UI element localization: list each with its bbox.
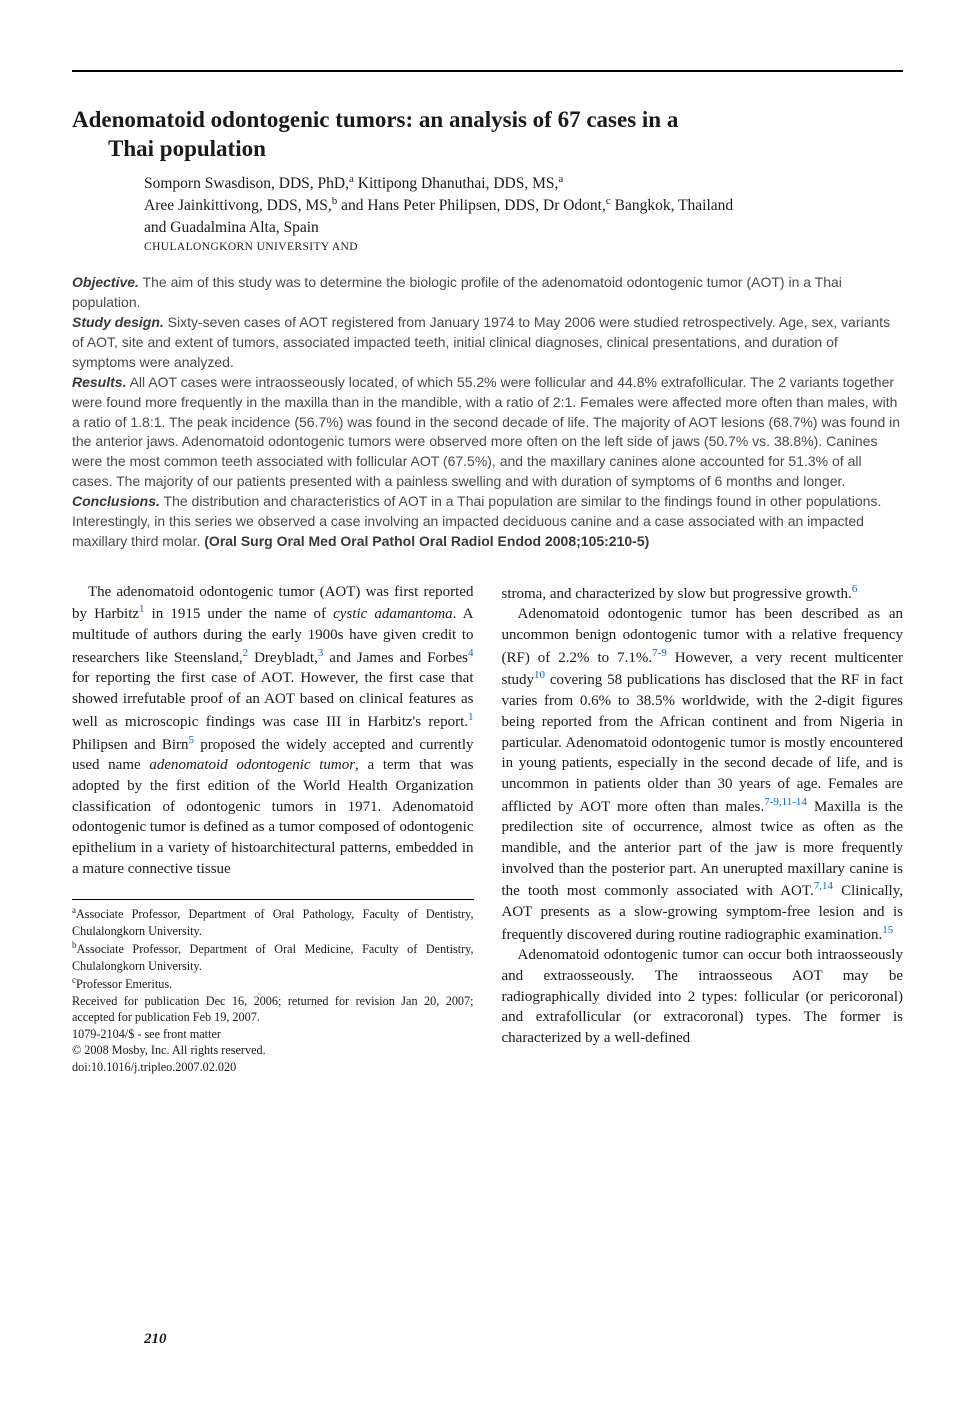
p2-c: covering 58 publications has disclosed t…: [502, 672, 904, 814]
abstract-block: Objective. The aim of this study was to …: [72, 273, 903, 551]
objective-label: Objective.: [72, 274, 139, 290]
results-label: Results.: [72, 374, 126, 390]
design-text: Sixty-seven cases of AOT registered from…: [72, 314, 890, 370]
article-title: Adenomatoid odontogenic tumors: an analy…: [72, 106, 903, 164]
author-4: and Hans Peter Philipsen, DDS, Dr Odont,: [337, 197, 606, 214]
footnotes-block: aAssociate Professor, Department of Oral…: [72, 899, 474, 1075]
p1-g: Philipsen and Birn: [72, 737, 189, 753]
p1-b: in 1915 under the name of: [145, 606, 334, 622]
ref-link-7[interactable]: 6: [852, 583, 858, 595]
para-1: The adenomatoid odontogenic tumor (AOT) …: [72, 582, 474, 880]
footnote-received: Received for publication Dec 16, 2006; r…: [72, 993, 474, 1026]
fn-text-c: Professor Emeritus.: [76, 977, 172, 991]
para-1-cont: stroma, and characterized by slow but pr…: [502, 582, 904, 605]
abstract-objective: Objective. The aim of this study was to …: [72, 273, 903, 313]
footnote-doi: doi:10.1016/j.tripleo.2007.02.020: [72, 1059, 474, 1075]
abstract-conclusions: Conclusions. The distribution and charac…: [72, 492, 903, 552]
ref-link-5[interactable]: 1: [468, 711, 474, 723]
column-left: The adenomatoid odontogenic tumor (AOT) …: [72, 582, 474, 1076]
footnote-c: cProfessor Emeritus.: [72, 974, 474, 993]
author-sup-a2: a: [558, 173, 563, 185]
p1-e: and James and Forbes: [323, 650, 468, 666]
ref-link-10[interactable]: 7-9,11-14: [764, 796, 807, 808]
author-3: Aree Jainkittivong, DDS, MS,: [144, 197, 332, 214]
author-2: Kittipong Dhanuthai, DDS, MS,: [354, 175, 559, 192]
author-loc-1: Bangkok, Thailand: [611, 197, 733, 214]
fn-text-b: Associate Professor, Department of Oral …: [72, 942, 474, 972]
ref-link-4[interactable]: 4: [468, 647, 474, 659]
authors-line-3: and Guadalmina Alta, Spain: [144, 217, 903, 238]
page-number: 210: [144, 1329, 167, 1349]
ref-link-8[interactable]: 7-9: [652, 647, 667, 659]
title-line-1: Adenomatoid odontogenic tumors: an analy…: [72, 107, 678, 132]
title-line-2: Thai population: [72, 135, 903, 164]
p3-a: Adenomatoid odontogenic tumor can occur …: [502, 947, 904, 1046]
footnote-copyright: © 2008 Mosby, Inc. All rights reserved.: [72, 1042, 474, 1058]
term-aot: adenomatoid odontogenic tumor: [149, 757, 355, 773]
results-text: All AOT cases were intraosseously locate…: [72, 374, 900, 489]
top-horizontal-rule: [72, 70, 903, 72]
para-2: Adenomatoid odontogenic tumor has been d…: [502, 604, 904, 945]
affiliation-caps: CHULALONGKORN UNIVERSITY AND: [144, 240, 903, 256]
abstract-design: Study design. Sixty-seven cases of AOT r…: [72, 313, 903, 373]
objective-text: The aim of this study was to determine t…: [72, 274, 842, 310]
term-cystic-adamantoma: cystic adamantoma: [333, 606, 453, 622]
p1-f: for reporting the first case of AOT. How…: [72, 670, 474, 729]
body-columns: The adenomatoid odontogenic tumor (AOT) …: [72, 582, 903, 1076]
conclusions-label: Conclusions.: [72, 493, 160, 509]
design-label: Study design.: [72, 314, 164, 330]
authors-block: Somporn Swasdison, DDS, PhD, a Kittipong …: [72, 172, 903, 256]
abstract-results: Results. All AOT cases were intraosseous…: [72, 373, 903, 492]
author-1: Somporn Swasdison, DDS, PhD,: [144, 175, 349, 192]
p1-i: , a term that was adopted by the first e…: [72, 757, 474, 876]
fn-text-a: Associate Professor, Department of Oral …: [72, 907, 474, 937]
column-right: stroma, and characterized by slow but pr…: [502, 582, 904, 1076]
para-3: Adenomatoid odontogenic tumor can occur …: [502, 945, 904, 1048]
footnote-issn: 1079-2104/$ - see front matter: [72, 1026, 474, 1042]
abstract-citation: (Oral Surg Oral Med Oral Pathol Oral Rad…: [204, 533, 649, 549]
authors-line-2: Aree Jainkittivong, DDS, MS,b and Hans P…: [144, 194, 903, 217]
p1-d: Dreybladt,: [248, 650, 318, 666]
footnote-b: bAssociate Professor, Department of Oral…: [72, 939, 474, 974]
ref-link-9[interactable]: 10: [534, 669, 545, 681]
ref-link-11[interactable]: 7,14: [814, 880, 833, 892]
footnote-a: aAssociate Professor, Department of Oral…: [72, 904, 474, 939]
ref-link-12[interactable]: 15: [882, 924, 893, 936]
authors-line-1: Somporn Swasdison, DDS, PhD, a Kittipong …: [144, 172, 903, 195]
p0-a: stroma, and characterized by slow but pr…: [502, 586, 852, 602]
